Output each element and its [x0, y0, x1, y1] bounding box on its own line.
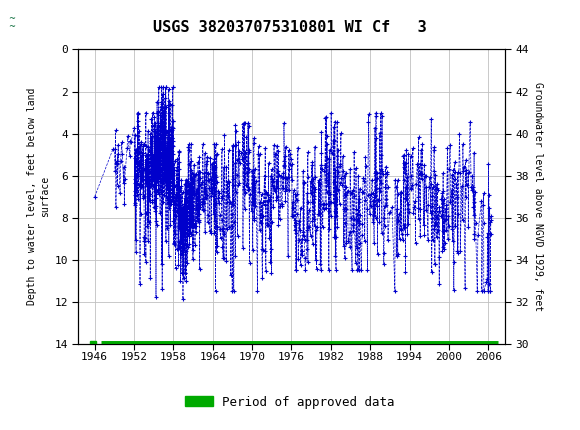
Text: USGS: USGS	[61, 13, 121, 32]
Y-axis label: Depth to water level, feet below land
surface: Depth to water level, feet below land su…	[27, 88, 50, 305]
FancyBboxPatch shape	[5, 3, 54, 42]
Y-axis label: Groundwater level above NGVD 1929, feet: Groundwater level above NGVD 1929, feet	[532, 82, 543, 311]
Legend: Period of approved data: Period of approved data	[185, 396, 395, 408]
Text: ~
~: ~ ~	[8, 14, 15, 31]
Text: USGS 382037075310801 WI Cf   3: USGS 382037075310801 WI Cf 3	[153, 21, 427, 35]
